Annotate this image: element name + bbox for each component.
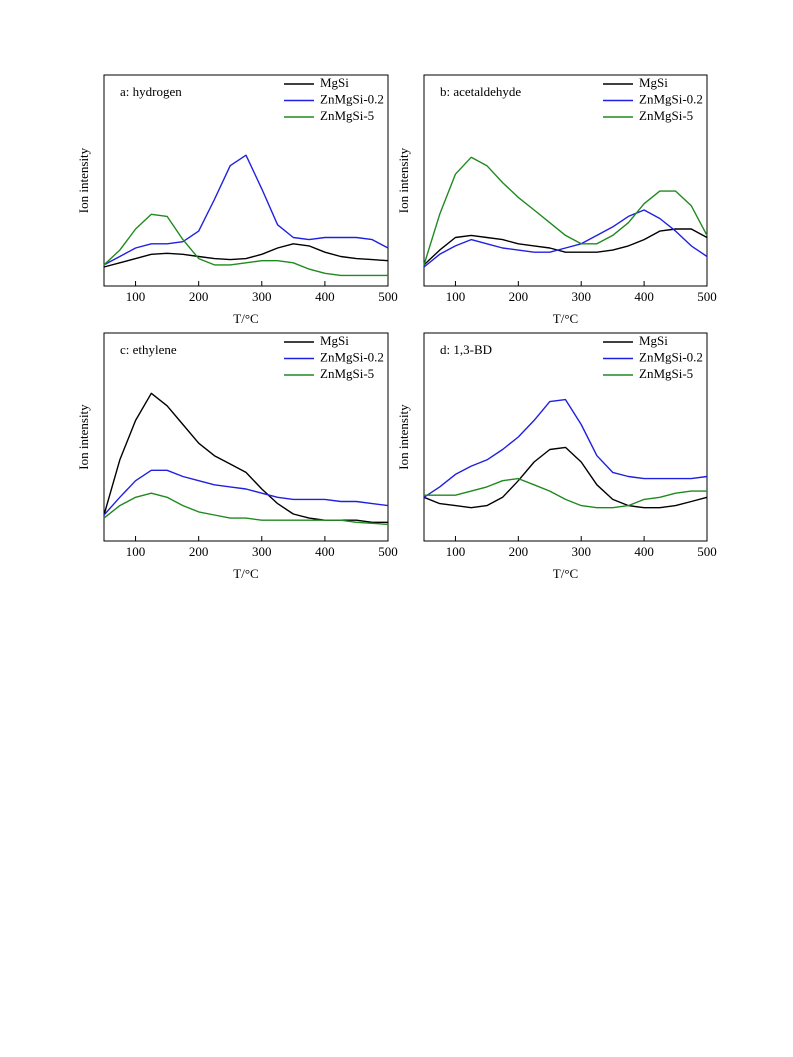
legend-label: ZnMgSi-5 [639,366,693,381]
legend-label: MgSi [639,333,668,348]
x-tick-label: 500 [378,289,398,304]
x-tick-label: 500 [697,544,717,559]
plot-frame [103,332,389,542]
x-axis-label: T/°C [233,311,258,326]
x-tick-label: 200 [189,289,209,304]
legend-label: ZnMgSi-5 [320,108,374,123]
series-line [103,213,388,277]
x-axis-label: T/°C [553,311,578,326]
series-line [423,228,708,266]
panel: 100 200 300 400 500 T/°C Ion intensity c: ethyl… [76,332,398,581]
series-line [423,446,708,509]
x-tick-label: 300 [571,544,591,559]
series-line [103,492,389,526]
x-tick-label: 400 [315,289,335,304]
x-tick-label: 400 [634,544,654,559]
series-line [103,469,389,516]
x-tick-label: 400 [634,289,654,304]
y-axis-label: Ion intensity [396,147,411,213]
panel: 100 200 300 400 500 T/°C Ion intensity a: hydro… [76,74,398,326]
panel-title: c: ethylene [120,342,177,357]
x-tick-label: 200 [189,544,209,559]
plot-frame [423,74,708,287]
y-axis-label: Ion intensity [396,404,411,470]
series-line [103,243,389,268]
x-tick-label: 400 [315,544,335,559]
legend-label: ZnMgSi-0.2 [320,91,384,106]
legend-label: ZnMgSi-0.2 [639,91,703,106]
x-tick-label: 100 [126,289,146,304]
plot-frame [103,74,389,287]
y-axis-label: Ion intensity [76,147,91,213]
legend-label: ZnMgSi-5 [320,366,374,381]
x-tick-label: 300 [571,289,591,304]
legend-label: MgSi [320,333,349,348]
x-tick-label: 200 [509,289,529,304]
x-tick-label: 100 [446,544,466,559]
x-tick-label: 300 [252,544,272,559]
x-tick-label: 500 [697,289,717,304]
series-line [424,477,707,509]
panel-title: a: hydrogen [120,84,182,99]
x-axis-label: T/°C [233,566,258,581]
panel: 100 200 300 400 500 T/°C Ion intensity d: 1,3-B… [396,332,717,581]
legend-label: ZnMgSi-0.2 [639,349,703,364]
series-line [103,154,389,266]
panel-title: d: 1,3-BD [440,342,492,357]
series-line [423,398,708,498]
series-line [423,156,708,266]
series-line [423,209,708,268]
x-tick-label: 300 [252,289,272,304]
legend-label: ZnMgSi-0.2 [320,349,384,364]
y-axis-label: Ion intensity [76,404,91,470]
plot-frame [423,332,708,542]
x-tick-label: 500 [378,544,398,559]
panel-title: b: acetaldehyde [440,84,521,99]
series-line [103,392,388,523]
legend-label: MgSi [320,75,349,90]
x-axis-label: T/°C [553,566,578,581]
x-tick-label: 200 [509,544,529,559]
legend-label: ZnMgSi-5 [639,108,693,123]
legend-label: MgSi [639,75,668,90]
x-tick-label: 100 [446,289,466,304]
panel: 100 200 300 400 500 T/°C Ion intensity b: aceta… [396,74,717,326]
x-tick-label: 100 [126,544,146,559]
